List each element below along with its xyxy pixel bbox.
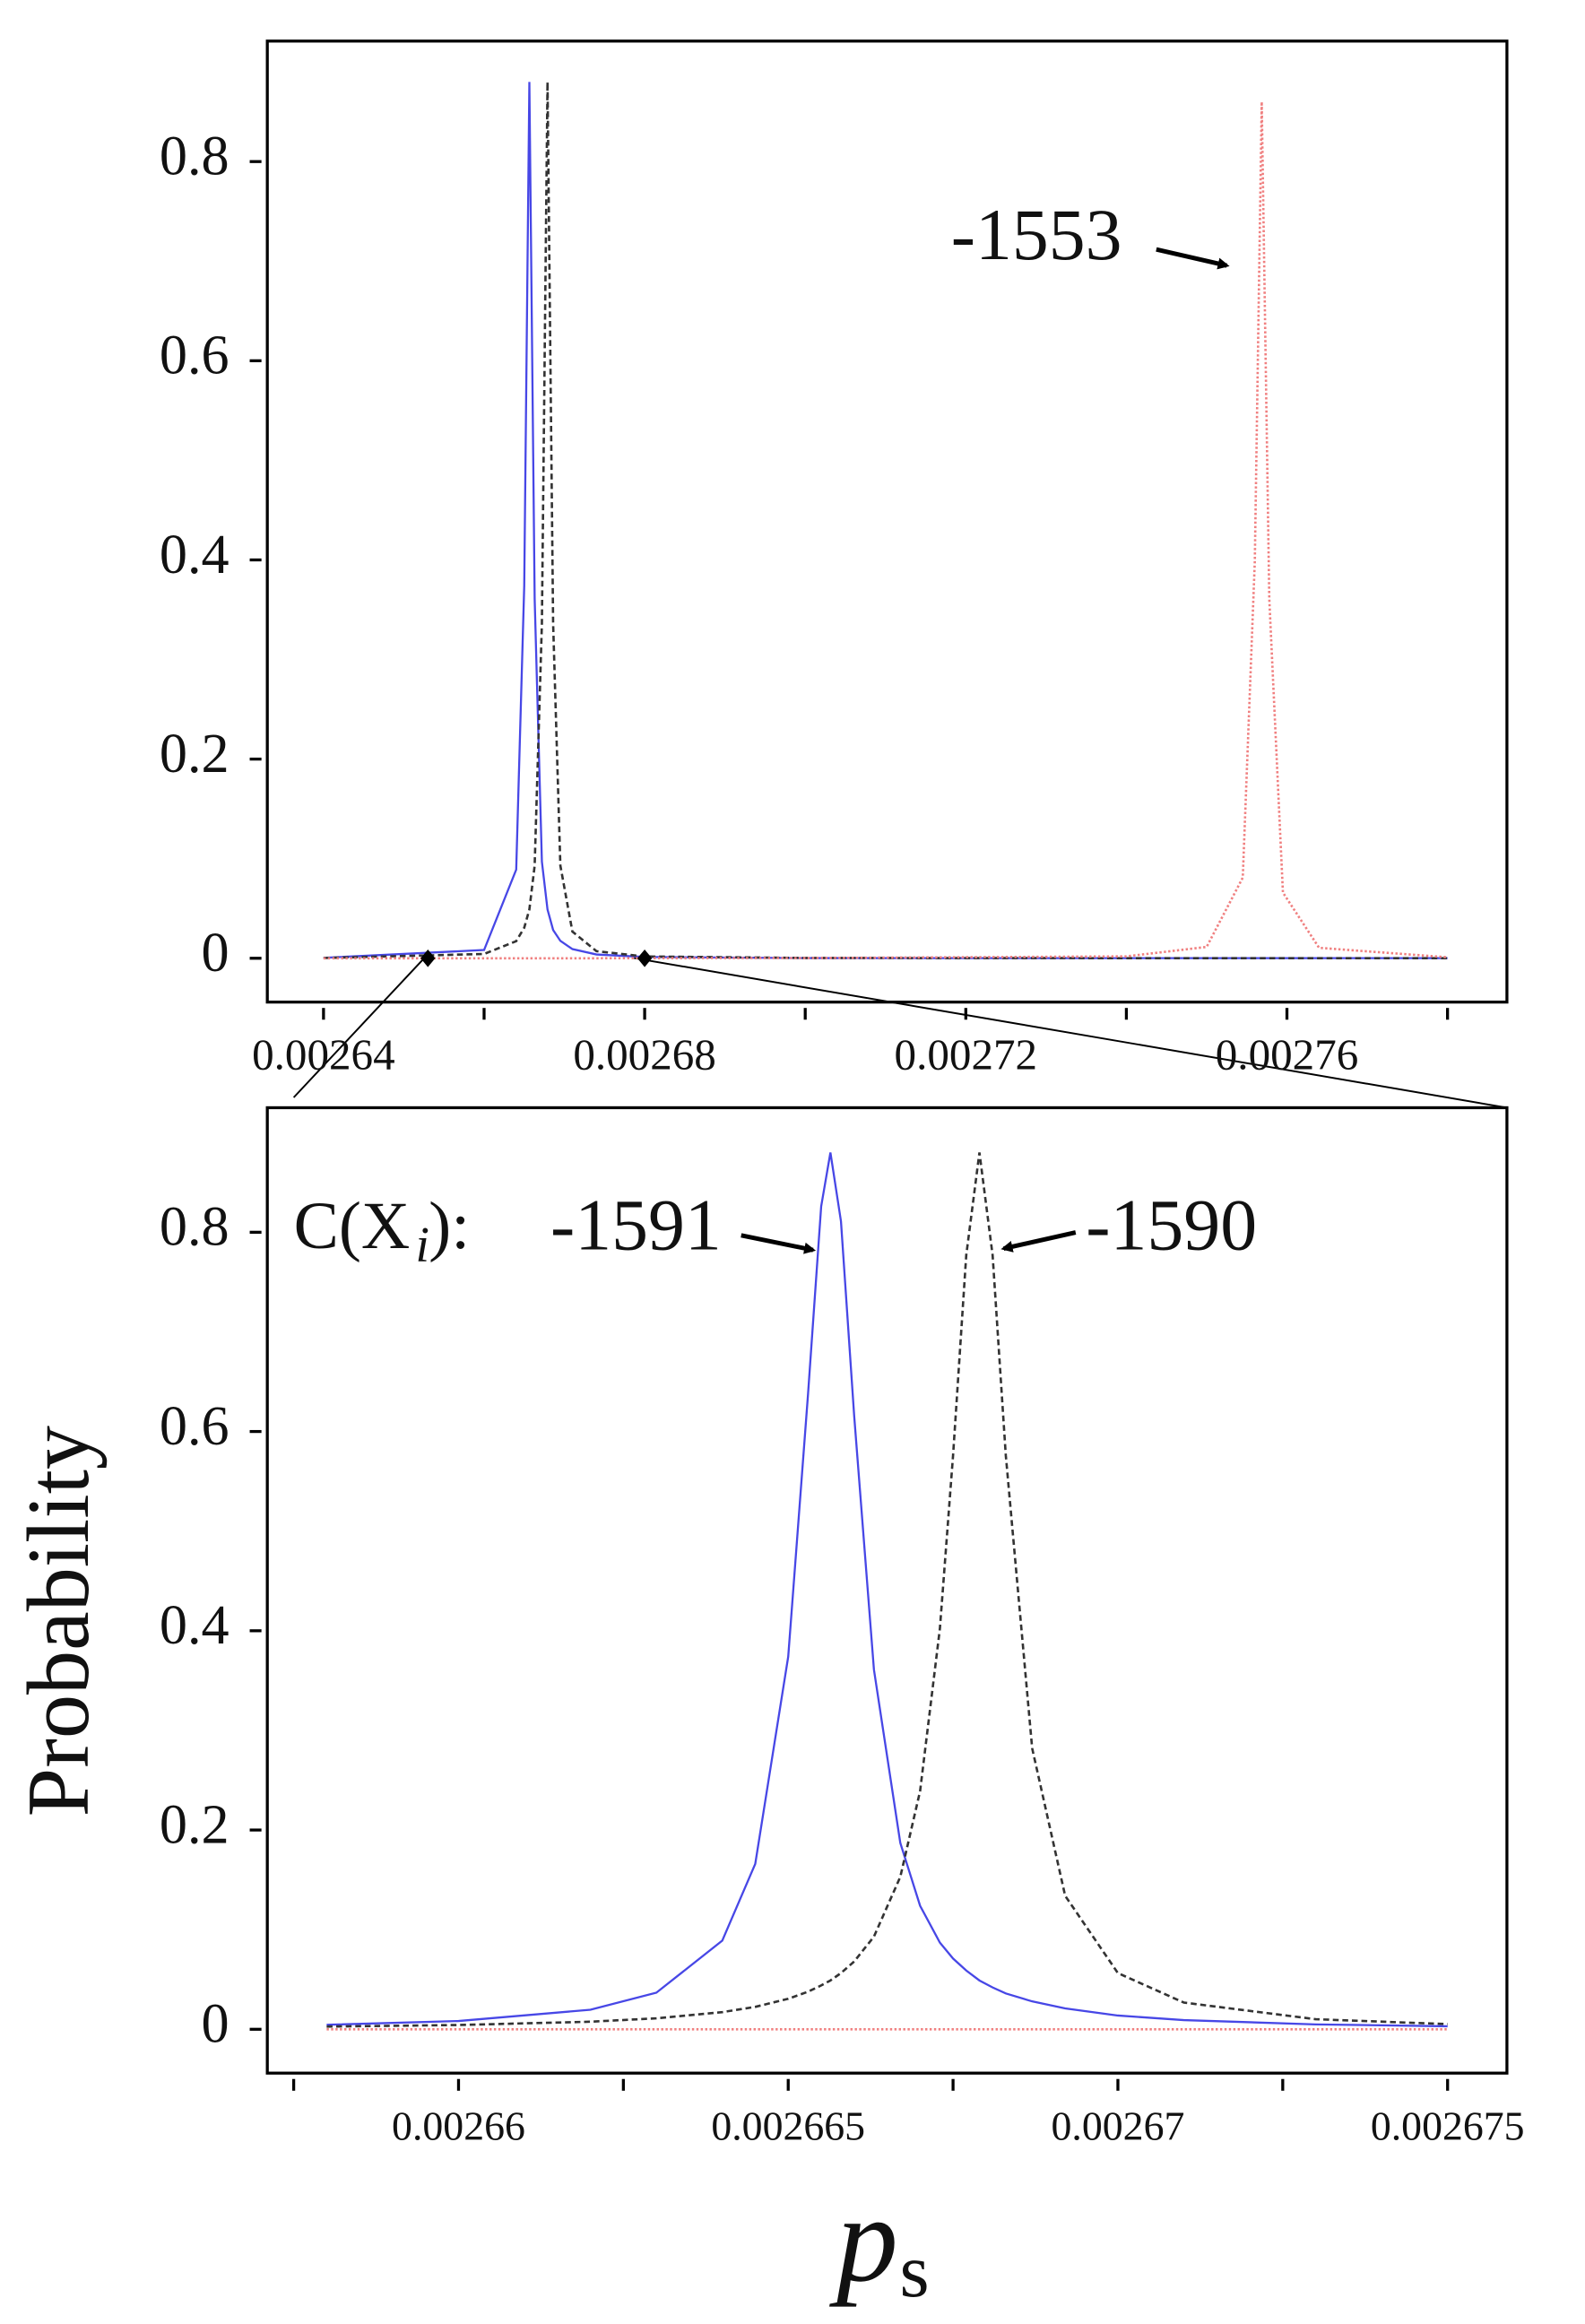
annotation: -1553 [951, 194, 1122, 275]
series-line [326, 1152, 1448, 2028]
annotation: -1590 [1086, 1184, 1257, 1265]
y-tick-label: 0.2 [160, 724, 230, 785]
x-tick-label: 0.00264 [252, 1030, 395, 1080]
y-tick-label: 0.8 [160, 1197, 230, 1258]
series-line [323, 101, 1448, 960]
arrow [741, 1233, 817, 1254]
x-tick-label: 0.00276 [1216, 1030, 1359, 1080]
x-tick-label: 0.00267 [1052, 2103, 1185, 2149]
plot-frame [265, 1106, 1509, 2075]
annotation: -1591 [550, 1184, 722, 1265]
x-tick-label: 0.002665 [711, 2103, 865, 2149]
annotation: i [415, 1218, 429, 1273]
y-tick-label: 0.6 [160, 325, 230, 386]
zoom-marker [637, 949, 653, 967]
annotation: C(X [294, 1189, 411, 1263]
y-tick-label: 0.6 [160, 1396, 230, 1457]
series-line [323, 82, 1448, 959]
y-axis-label: Probability [11, 1426, 108, 1817]
y-tick-label: 0.4 [160, 1595, 230, 1656]
arrow [1000, 1230, 1077, 1253]
x-tick-label: 0.00272 [895, 1030, 1038, 1080]
arrow [1156, 247, 1230, 270]
x-axis-label-subscript: s [899, 2229, 929, 2313]
series-line [323, 82, 1448, 959]
zoom-line [292, 957, 425, 1098]
x-tick-label: 0.00268 [573, 1030, 716, 1080]
x-axis-label: p [828, 2171, 898, 2307]
annotation: ): [429, 1189, 470, 1263]
y-tick-label: 0 [202, 923, 230, 984]
x-tick-label: 0.002675 [1371, 2103, 1525, 2149]
x-tick-label: 0.00266 [392, 2103, 525, 2149]
y-tick-label: 0.2 [160, 1794, 230, 1855]
zoom-line [634, 957, 1508, 1109]
series-line [326, 1152, 1448, 2028]
y-tick-label: 0.4 [160, 525, 230, 585]
y-tick-label: 0.8 [160, 126, 230, 186]
y-tick-label: 0 [202, 1994, 230, 2055]
plot-frame [265, 39, 1509, 1004]
